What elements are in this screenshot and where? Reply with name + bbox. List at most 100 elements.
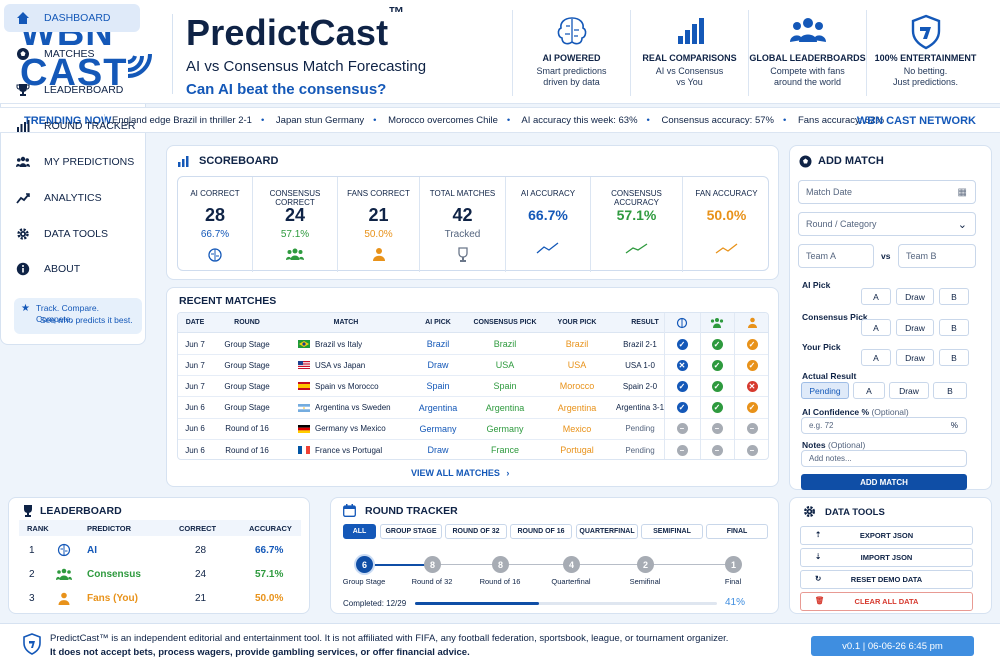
ai-pick-b[interactable]: B [939,288,969,305]
recent-matches-card: RECENT MATCHES DATE ROUND MATCH AI PICK … [166,287,779,487]
table-row[interactable]: Jun 7 Group Stage USA vs Japan Draw USA … [178,355,768,377]
view-all-matches-link[interactable]: VIEW ALL MATCHES › [411,468,510,478]
cell-consensus-status: ✓ [700,398,734,418]
progress-percent: 41% [725,597,746,608]
cell-round: Group Stage [224,339,270,349]
export-json-button[interactable]: ⇡ EXPORT JSON [800,526,973,545]
leaderboard-row[interactable]: 1 AI 28 66.7% [19,538,301,562]
col-round: ROUND [234,319,260,326]
result-b[interactable]: B [933,382,967,399]
flag-icon [298,340,310,348]
your-pick-a[interactable]: A [861,349,891,366]
match-date-field[interactable]: Match Date ▦ [798,180,976,204]
your-pick-draw[interactable]: Draw [896,349,934,366]
shield-icon [911,14,940,50]
consensus-pick-b[interactable]: B [939,319,969,336]
star-icon: ★ [21,303,30,314]
sidebar-item-dashboard[interactable]: DASHBOARD [4,4,140,32]
col-ai-status [664,313,700,332]
trending-item[interactable]: Morocco overcomes Chile [388,115,498,126]
result-draw[interactable]: Draw [889,382,929,399]
stat-ai-accuracy: AI ACCURACY 66.7% [506,177,591,272]
person-icon [372,248,385,261]
clear-all-data-button[interactable]: 🗑 CLEAR ALL DATA [800,592,973,611]
stat-value: 24 [284,205,306,225]
stat-label: CONSENSUS ACCURACY [611,189,662,207]
trending-item[interactable]: Fans accuracy: 52% [797,115,885,126]
cell-ai-status: – [664,440,700,459]
stat-label: FANS CORRECT [347,189,410,198]
percent-suffix: % [950,421,958,430]
stat-total-matches: TOTAL MATCHES 42 Tracked [420,177,506,272]
cell-consensus-status: ✓ [700,355,734,375]
tab-quarterfinal[interactable]: QUARTERFINAL [576,524,638,539]
trending-item[interactable]: England edge Brazil in thriller 2-1 [112,115,252,126]
ai-pick-draw[interactable]: Draw [896,288,934,305]
home-icon [17,12,29,24]
tab-all[interactable]: ALL [343,524,376,539]
stat-fans-correct: FANS CORRECT 21 50.0% [338,177,420,272]
sidebar-item-my-predictions[interactable]: MY PREDICTIONS [4,148,140,176]
sidebar-item-about[interactable]: ABOUT [4,255,140,283]
section-title: LEADERBOARD [40,505,122,517]
sidebar-item-round-tracker[interactable]: ROUND TRACKER [4,112,140,140]
sidebar: DASHBOARD MATCHES LEADERBOARD ROUND TRAC… [0,0,146,345]
sidebar-item-analytics[interactable]: ANALYTICS [4,184,140,212]
leaderboard-row[interactable]: 2 Consensus 24 57.1% [19,562,301,586]
reset-demo-data-button[interactable]: ↻ RESET DEMO DATA [800,570,973,589]
col-your-pick: YOUR PICK [557,319,597,326]
consensus-pick-a[interactable]: A [861,319,891,336]
cell-ai-status: ✓ [664,376,700,396]
step-group-stage[interactable]: 6 [356,556,373,573]
tab-final[interactable]: FINAL [706,524,768,539]
table-row[interactable]: Jun 6 Round of 16 Germany vs Mexico Germ… [178,419,768,440]
trending-item[interactable]: AI accuracy this week: 63% [521,115,638,126]
table-row[interactable]: Jun 6 Group Stage Argentina vs Sweden Ar… [178,398,768,419]
cell-consensus-pick: Germany [486,423,524,434]
tab-round-of-32[interactable]: ROUND OF 32 [445,524,507,539]
flag-icon [298,382,310,391]
col-rank: RANK [27,523,49,533]
tab-group-stage[interactable]: GROUP STAGE [380,524,442,539]
sidebar-item-matches[interactable]: MATCHES [4,40,140,68]
person-icon [747,317,757,328]
round-category-select[interactable]: Round / Category ⌄ [798,212,976,236]
trending-item[interactable]: Japan stun Germany [275,115,365,126]
leaderboard-row[interactable]: 3 Fans (You) 21 50.0% [19,586,301,610]
team-a-input[interactable]: Team A [798,244,874,268]
notes-input[interactable]: Add notes... [801,450,967,467]
step-round-of-16[interactable]: 8 [492,556,509,573]
stat-value: 28 [204,205,226,225]
cell-match: Germany vs Mexico [282,419,410,439]
ai-confidence-input[interactable]: e.g. 72 % [801,417,967,434]
step-semifinal[interactable]: 2 [637,556,654,573]
ai-confidence-label: AI Confidence % (Optional) [802,407,909,417]
trending-item[interactable]: Consensus accuracy: 57% [661,115,774,126]
sidebar-item-label: MY PREDICTIONS [44,156,135,168]
add-match-button[interactable]: ADD MATCH [801,474,967,490]
sidebar-item-data-tools[interactable]: DATA TOOLS [4,220,140,248]
tab-semifinal[interactable]: SEMIFINAL [641,524,703,539]
col-divider [700,313,701,459]
result-pending[interactable]: Pending [801,382,849,399]
calendar-icon [343,504,356,517]
step-final[interactable]: 1 [725,556,742,573]
step-round-of-32[interactable]: 8 [424,556,441,573]
cell-match: Argentina vs Sweden [282,398,410,418]
ai-pick-a[interactable]: A [861,288,891,305]
step-quarterfinal[interactable]: 4 [563,556,580,573]
consensus-pick-draw[interactable]: Draw [896,319,934,336]
stat-sub: Tracked [444,229,481,240]
table-row[interactable]: Jun 7 Group Stage Spain vs Morocco Spain… [178,376,768,398]
table-row[interactable]: Jun 6 Round of 16 France vs Portugal Dra… [178,440,768,459]
sidebar-item-leaderboard[interactable]: LEADERBOARD [4,76,140,104]
flag-icon [298,424,310,433]
team-b-input[interactable]: Team B [898,244,976,268]
cell-consensus-pick: USA [495,360,515,371]
result-a[interactable]: A [853,382,885,399]
tab-round-of-16[interactable]: ROUND OF 16 [510,524,572,539]
trophy-icon [24,505,32,517]
your-pick-b[interactable]: B [939,349,969,366]
import-json-button[interactable]: ⇣ IMPORT JSON [800,548,973,567]
table-row[interactable]: Jun 7 Group Stage Brazil vs Italy Brazil… [178,334,768,355]
